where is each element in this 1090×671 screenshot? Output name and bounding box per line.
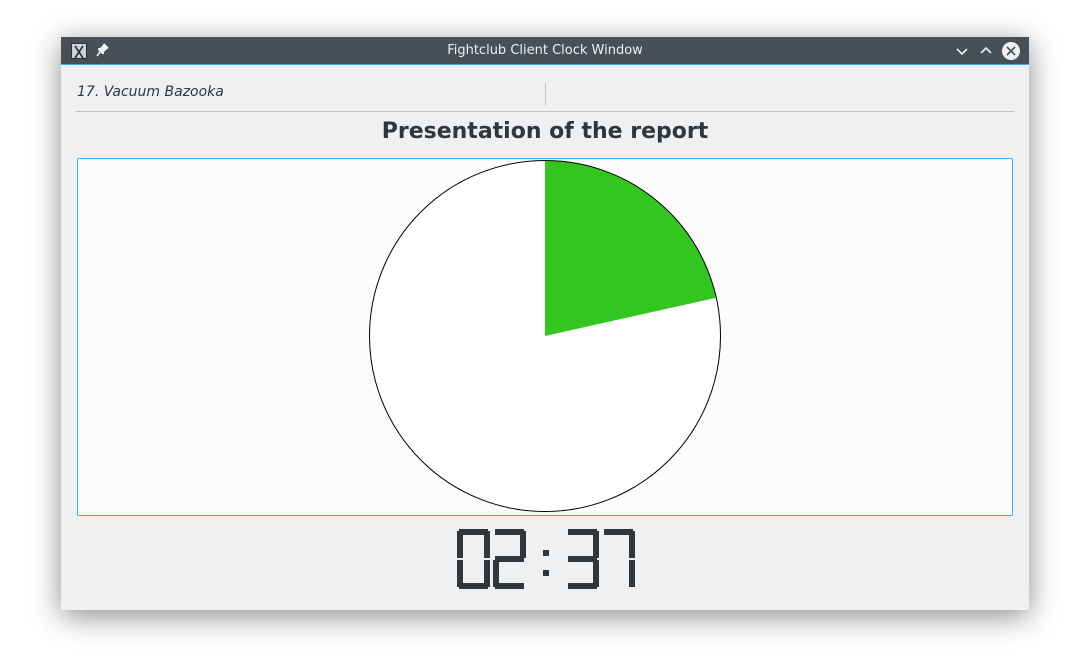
window-title: Fightclub Client Clock Window bbox=[447, 43, 643, 58]
pie-chart bbox=[369, 160, 721, 512]
digit-segment bbox=[568, 583, 597, 589]
digit-segment bbox=[459, 583, 488, 589]
topic-label: 17. Vacuum Bazooka bbox=[77, 84, 224, 100]
timer-colon bbox=[543, 550, 549, 576]
digit-segment bbox=[495, 583, 524, 589]
digit-segment bbox=[493, 560, 499, 587]
digit-segment bbox=[593, 560, 599, 587]
colon-dot bbox=[543, 550, 549, 556]
digit-segment bbox=[457, 531, 463, 558]
digit-segment bbox=[484, 531, 490, 558]
pie-elapsed-slice bbox=[545, 160, 717, 336]
digit-segment bbox=[568, 556, 597, 562]
digit-segment bbox=[495, 556, 524, 562]
digit-segment bbox=[629, 531, 635, 558]
digit-segment bbox=[629, 560, 635, 587]
timer-digit bbox=[568, 529, 599, 589]
timer-display bbox=[457, 529, 635, 589]
chevron-up-icon[interactable] bbox=[976, 41, 996, 61]
digit-segment bbox=[484, 560, 490, 587]
chevron-down-icon[interactable] bbox=[952, 41, 972, 61]
clock-window: Fightclub Client Clock Window 17. Vacuum… bbox=[61, 37, 1029, 610]
colon-dot bbox=[543, 570, 549, 576]
app-icon-glyph bbox=[74, 45, 84, 59]
close-icon[interactable] bbox=[1001, 41, 1021, 61]
digit-segment bbox=[459, 529, 488, 535]
timer-digit bbox=[604, 529, 635, 587]
digit-segment bbox=[593, 531, 599, 558]
digit-segment bbox=[520, 531, 526, 558]
digit-segment bbox=[457, 560, 463, 587]
timer-digit bbox=[457, 529, 490, 589]
app-icon[interactable] bbox=[71, 43, 87, 59]
digit-segment bbox=[495, 529, 524, 535]
section-title: Presentation of the report bbox=[381, 119, 709, 144]
pie-outline bbox=[369, 160, 721, 512]
title-bar[interactable]: Fightclub Client Clock Window bbox=[61, 37, 1029, 65]
digit-segment bbox=[604, 529, 633, 535]
info-separator bbox=[545, 83, 546, 105]
info-row: 17. Vacuum Bazooka bbox=[76, 81, 1014, 112]
timer-digit bbox=[493, 529, 526, 589]
pin-icon[interactable] bbox=[96, 42, 110, 58]
pie-frame bbox=[77, 158, 1013, 516]
digit-segment bbox=[568, 529, 597, 535]
